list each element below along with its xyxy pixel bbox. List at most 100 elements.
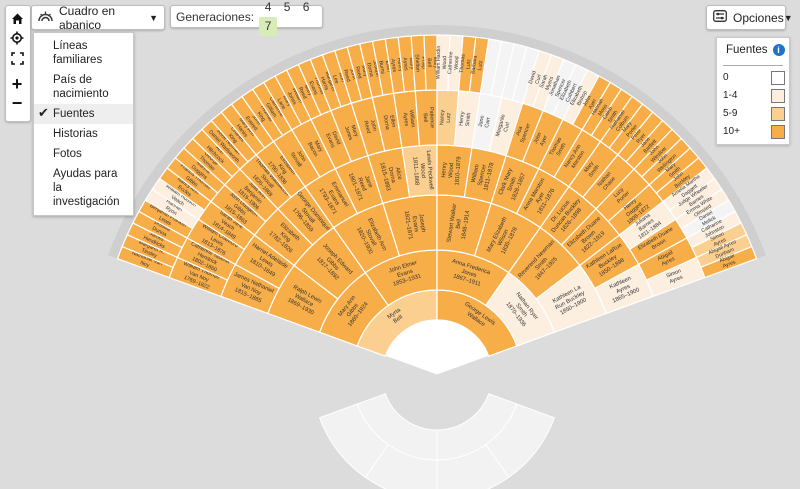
person-cell[interactable]: Elizabeth AnnStovall1820–1900	[332, 202, 401, 274]
person-cell[interactable]: ElizabethBishop	[562, 69, 600, 126]
person-cell[interactable]: ElizabethKing1790–1836	[255, 140, 306, 199]
person-name: NancyLutz	[439, 109, 452, 125]
person-cell[interactable]: CalebSmith	[590, 88, 633, 143]
legend-swatch	[771, 125, 785, 139]
person-name: MaryReed	[354, 64, 369, 79]
person-cell[interactable]: WilliamSpencer1811–1878	[463, 146, 507, 205]
legend-row: 0	[723, 71, 785, 85]
options-button[interactable]: Opciones ▼	[706, 5, 793, 30]
person-name-line: Philip	[420, 56, 427, 69]
person-cell[interactable]: Anna FredericaJones1867–1911	[436, 249, 510, 307]
person-name-line: Lee	[331, 74, 339, 84]
person-name-line: Lewis Peckwell	[425, 150, 434, 190]
person-name-line: Asa	[515, 126, 524, 137]
view-select[interactable]: Cuadro en abanico ▼	[31, 4, 165, 32]
person-name-line: Mary	[303, 84, 314, 97]
menu-item-5[interactable]: Ayudas para la investigación	[34, 164, 133, 212]
person-cell[interactable]: Mary AnnGibbs1860–1924	[318, 271, 390, 347]
menu-item-label: Historias	[53, 128, 98, 140]
chevron-down-icon: ▼	[149, 12, 158, 23]
legend-title: Fuentes	[726, 44, 768, 56]
person-name-line: Ayres	[713, 237, 728, 248]
person-name: William HardinWood	[436, 46, 449, 80]
person-cell[interactable]: Mary ElizabethWilson1835–1878	[473, 202, 542, 274]
legend-label: 0	[723, 72, 729, 83]
person-cell[interactable]: Sarah JaneVeach1814–1849	[197, 200, 256, 251]
legend-label: 10+	[723, 126, 740, 137]
person-cell[interactable]: HannahMoss	[581, 81, 623, 137]
person-name-line: King	[277, 163, 288, 175]
person-name-line: Ryer	[636, 132, 648, 144]
person-name-line: Evans	[397, 269, 414, 280]
generation-option-4[interactable]: 4	[264, 0, 272, 14]
person-cell[interactable]: AbigailAyres	[700, 245, 758, 279]
fan-chart-icon	[38, 10, 53, 25]
person-cell[interactable]: JaneReed1801–1871	[334, 154, 384, 215]
person-cell[interactable]: Nathan RyerSmith1870–1936	[484, 271, 556, 347]
locate-icon[interactable]	[6, 27, 28, 49]
person-name-line: Evans	[308, 80, 319, 96]
person-name-line: Mary	[360, 65, 369, 78]
person-name-line: Ann	[214, 145, 225, 156]
person-dates: 1810–1879	[454, 156, 462, 185]
legend-swatch	[771, 107, 785, 121]
person-cell[interactable]: KathleenAyres1865–1900	[593, 263, 654, 315]
person-name-line: Carr	[484, 117, 492, 129]
generations-selector: Generaciones: 4 5 6 7	[170, 0, 323, 36]
generation-option-6[interactable]: 6	[302, 0, 310, 14]
person-name: BarbaraLutz	[470, 55, 485, 75]
menu-item-2[interactable]: ✔ Fuentes	[34, 104, 133, 124]
generation-option-5[interactable]: 5	[283, 0, 291, 14]
menu-item-3[interactable]: Historias	[34, 124, 133, 144]
zoom-out-button[interactable]: −	[11, 92, 23, 113]
menu-item-0[interactable]: Líneas familiares	[34, 36, 133, 70]
person-name-line: Reed	[354, 66, 363, 80]
person-name: JohnAyer	[533, 132, 549, 148]
zoom-in-button[interactable]: +	[11, 73, 23, 94]
person-name: JohnReed	[342, 67, 357, 82]
person-name: Lewis PeckwellWood1811–1868	[411, 150, 434, 191]
person-cell[interactable]: Clark MarySmith1828–1857	[490, 154, 540, 215]
person-name: PhilipShelton	[413, 54, 426, 72]
person-name-line: Smith	[507, 176, 518, 192]
menu-item-1[interactable]: País de nacimiento	[34, 70, 133, 104]
person-name: JosephDorna	[365, 60, 380, 79]
person-name-line: Joseph	[371, 60, 380, 78]
generation-option-7[interactable]: 7	[259, 16, 278, 36]
person-cell[interactable]: Ralph LewisWallace1869–1930	[267, 264, 339, 334]
person-name: Stewart WalkerBell1848–1914	[446, 203, 472, 245]
person-name: SimonAyres	[666, 268, 685, 285]
person-name-line: David	[528, 70, 538, 85]
menu-item-label: Fotos	[53, 148, 82, 160]
home-icon[interactable]	[6, 7, 28, 29]
person-cell[interactable]: Dr. LuciusDuncan Buckley1826–1898	[539, 185, 597, 246]
person-name-line: Burns	[377, 60, 385, 75]
menu-item-4[interactable]: Fotos	[34, 144, 133, 164]
person-name: PatienceBell	[422, 107, 435, 128]
person-cell[interactable]: AnnHitchcock	[191, 128, 241, 178]
person-cell[interactable]: MaryPorter	[608, 103, 654, 156]
chevron-down-icon: ▼	[783, 12, 793, 23]
person-cell[interactable]: John ElmerEvans1853–1931	[364, 249, 438, 307]
person-name-line: Lutz	[477, 60, 484, 71]
person-cell[interactable]: John DudgeonGibbs1815–1863	[210, 183, 267, 236]
person-cell[interactable]: PatienceBell	[414, 89, 438, 147]
person-name-line: Ayres	[615, 284, 631, 296]
person-cell[interactable]: JohnEverett	[230, 95, 275, 149]
person-name-line: Patience	[428, 107, 435, 128]
info-icon[interactable]: i	[772, 44, 785, 56]
person-name: MaryLane	[276, 95, 293, 111]
person-name-line: Shelton	[413, 54, 420, 72]
person-name-line: Spencer	[477, 164, 488, 186]
empty-descendant-cell	[318, 403, 389, 479]
person-cell[interactable]: PhilipShelton	[410, 34, 427, 92]
person-name: DavidCurl	[528, 70, 544, 87]
fullscreen-icon[interactable]	[6, 47, 28, 69]
person-cell[interactable]: ElizabethKing1782–1826	[253, 208, 314, 267]
person-name-line: Ayres	[669, 274, 684, 285]
person-cell[interactable]: MarySmith	[568, 140, 619, 199]
person-cell[interactable]: JonathanSpencer	[542, 58, 577, 116]
person-name-line: Henry	[441, 162, 448, 178]
person-name-line: Evans	[324, 133, 336, 149]
person-name-line: Dorna	[365, 62, 374, 77]
